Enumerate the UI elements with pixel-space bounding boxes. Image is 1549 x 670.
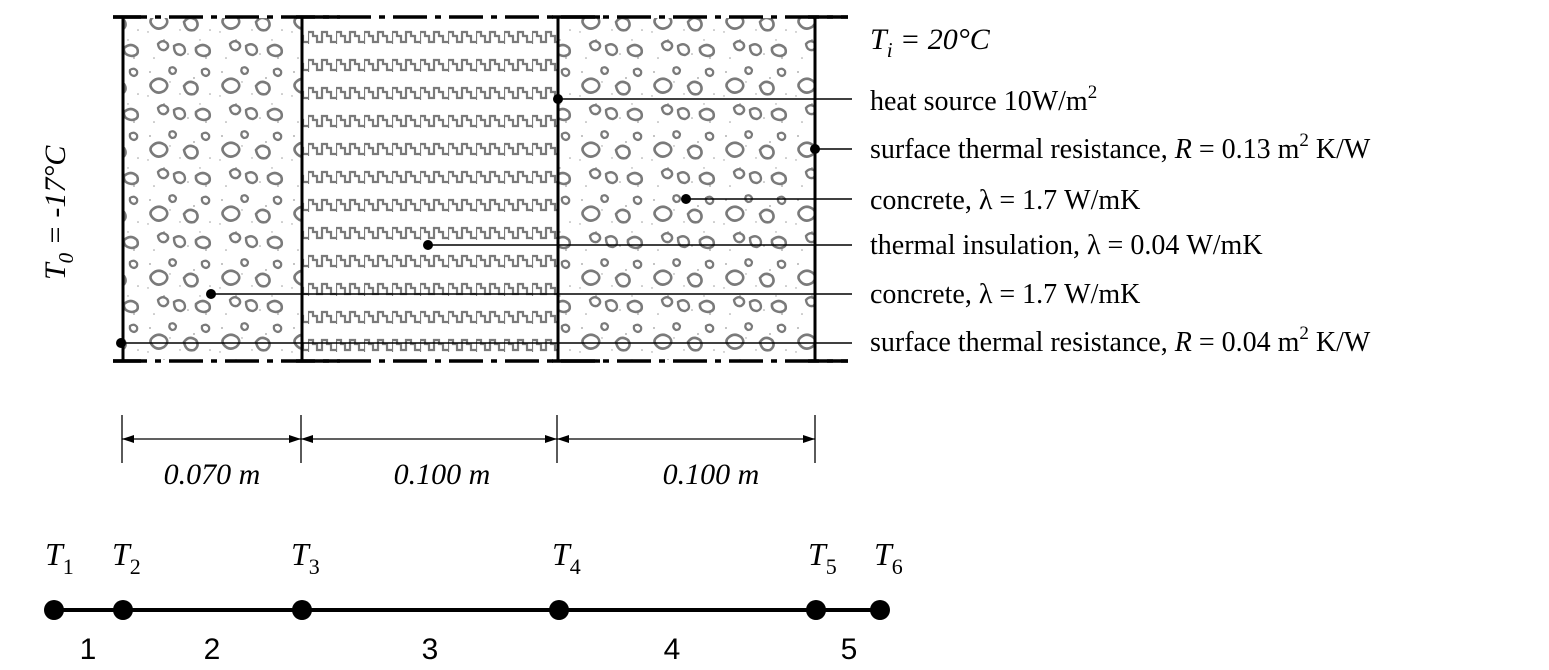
element-label-4: 4 <box>664 633 681 666</box>
node-label-t2: T2 <box>112 536 141 579</box>
node-label-t1: T1 <box>45 536 74 579</box>
node-label-t6: T6 <box>874 536 903 579</box>
insulation-layer <box>302 18 558 360</box>
concrete-outside-label: concrete, λ = 1.7 W/mK <box>870 279 1140 310</box>
insulation-dot <box>423 240 433 250</box>
heat-source-dot <box>553 94 563 104</box>
outer-concrete-layer <box>123 18 302 360</box>
surface-in-dot <box>810 144 820 154</box>
callout-leaders <box>121 98 852 344</box>
concrete-inside-label: concrete, λ = 1.7 W/mK <box>870 185 1140 216</box>
heat-source-label: heat source 10W/m2 <box>870 82 1097 117</box>
layer-interfaces <box>121 17 817 361</box>
dimension-lines <box>121 415 816 463</box>
element-label-1: 1 <box>80 633 97 666</box>
outside-temperature: T0 = -17°C <box>39 145 78 280</box>
model-nodes <box>44 600 890 620</box>
inside-temperature: Ti = 20°C <box>870 23 991 62</box>
dimension-outer-concrete: 0.070 m <box>164 458 261 491</box>
inner-concrete-layer <box>558 18 815 360</box>
node-t5 <box>806 600 826 620</box>
element-label-2: 2 <box>204 633 221 666</box>
node-t2 <box>113 600 133 620</box>
node-t4 <box>549 600 569 620</box>
element-label-5: 5 <box>841 633 858 666</box>
dimension-insulation: 0.100 m <box>394 458 491 491</box>
callout-dots <box>116 94 820 348</box>
node-t3 <box>292 600 312 620</box>
surface-out-dot <box>116 338 126 348</box>
node-label-t4: T4 <box>552 536 581 579</box>
insulation-label: thermal insulation, λ = 0.04 W/mK <box>870 230 1263 261</box>
element-label-3: 3 <box>422 633 439 666</box>
node-label-t5: T5 <box>808 536 837 579</box>
concrete-out-dot <box>206 289 216 299</box>
surface-resistance-outside-label: surface thermal resistance, R = 0.04 m2 … <box>870 323 1371 358</box>
dimension-inner-concrete: 0.100 m <box>663 458 760 491</box>
node-label-t3: T3 <box>291 536 320 579</box>
concrete-in-dot <box>681 194 691 204</box>
surface-resistance-inside-label: surface thermal resistance, R = 0.13 m2 … <box>870 130 1371 165</box>
node-t1 <box>44 600 64 620</box>
node-t6 <box>870 600 890 620</box>
